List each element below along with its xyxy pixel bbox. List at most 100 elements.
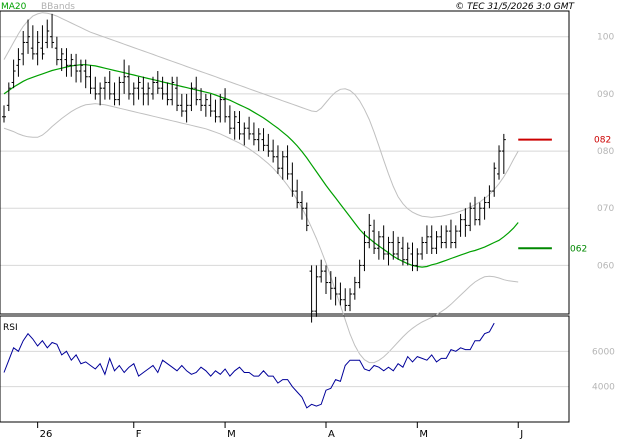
price-bar <box>256 128 261 152</box>
price-bar <box>189 82 194 112</box>
price-bar <box>314 265 319 317</box>
price-bar <box>59 48 64 72</box>
price-bar <box>112 82 117 106</box>
price-bar <box>338 282 343 306</box>
price-bar <box>21 31 26 66</box>
price-bar <box>444 225 449 249</box>
price-bar <box>179 93 184 117</box>
price-bar <box>280 151 285 180</box>
price-bar <box>458 213 463 237</box>
price-bar <box>472 196 477 226</box>
price-bar <box>50 13 55 49</box>
support-level-label: 062 <box>570 244 587 254</box>
price-bars <box>2 13 506 323</box>
price-bar <box>381 225 386 260</box>
price-bar <box>343 288 348 312</box>
price-bar <box>415 248 420 272</box>
price-bar <box>141 76 146 106</box>
price-bar <box>348 288 353 312</box>
price-bar <box>309 265 314 323</box>
price-bar <box>420 236 425 260</box>
price-bar <box>54 36 59 66</box>
bband-lower-line <box>3 103 519 364</box>
price-bar <box>453 225 458 249</box>
bband-upper-line <box>3 12 519 218</box>
bollinger-bands <box>3 12 519 364</box>
price-y-tick-label: 090 <box>597 90 614 100</box>
rsi-y-tick-label: 6000 <box>592 347 615 357</box>
price-bar <box>275 145 280 174</box>
price-bar <box>160 76 165 100</box>
x-tick-label: M <box>227 429 236 440</box>
price-bar <box>107 71 112 100</box>
price-bar <box>362 231 367 272</box>
rsi-series-line <box>3 322 495 409</box>
price-bar <box>295 179 300 209</box>
price-bar <box>391 231 396 260</box>
price-bar <box>328 271 333 300</box>
price-bar <box>227 105 232 134</box>
price-bar <box>69 53 74 77</box>
price-bar <box>131 82 136 106</box>
price-bar <box>93 76 98 100</box>
price-bar <box>74 53 79 83</box>
price-bar <box>2 105 6 123</box>
price-bar <box>126 65 131 100</box>
price-bar <box>83 59 88 89</box>
price-bar <box>213 99 218 123</box>
price-bar <box>40 25 45 60</box>
price-bar <box>155 71 160 94</box>
price-bar <box>122 59 127 94</box>
price-bar <box>357 259 362 289</box>
price-bar <box>98 82 103 106</box>
price-bar <box>136 76 141 100</box>
moving-average <box>3 64 519 268</box>
price-bar <box>11 59 16 89</box>
price-bar <box>170 76 175 106</box>
legend: MA20 BBands <box>1 2 75 12</box>
resistance-level-label: 082 <box>594 136 611 146</box>
price-bar <box>333 276 338 306</box>
price-bar <box>64 48 69 77</box>
x-tick-label: 26 <box>40 429 53 440</box>
price-bar <box>6 82 11 112</box>
price-bar <box>232 111 237 140</box>
price-bar <box>35 31 40 66</box>
price-bar <box>88 65 93 94</box>
price-y-tick-label: 060 <box>597 261 614 271</box>
price-bar <box>396 236 401 260</box>
price-bar <box>487 185 492 209</box>
price-bar <box>203 93 208 117</box>
copyright-notice: © TEC 31/5/2026 3:0 GMT <box>455 2 575 12</box>
price-bar <box>477 202 482 226</box>
price-bar <box>78 59 83 83</box>
x-axis: 26 F M A M J <box>37 422 523 440</box>
price-bar <box>26 19 31 54</box>
price-y-tick-label: 080 <box>597 147 614 157</box>
legend-bbands: BBands <box>41 2 75 12</box>
rsi-gridlines <box>0 350 569 388</box>
price-bar <box>30 25 35 60</box>
price-bar <box>237 111 242 140</box>
price-y-tick-label: 070 <box>597 204 614 214</box>
price-bar <box>175 76 180 112</box>
price-bar <box>386 236 391 266</box>
price-bar <box>468 202 473 232</box>
x-tick-label: A <box>328 429 335 440</box>
price-bar <box>184 93 189 123</box>
rsi-y-tick-label: 4000 <box>592 383 615 393</box>
price-bar <box>400 236 405 266</box>
price-bar <box>194 76 199 106</box>
price-bar <box>199 88 204 112</box>
price-bar <box>376 231 381 260</box>
price-bar <box>271 139 276 163</box>
rsi-y-axis: 4000 6000 <box>592 347 615 392</box>
price-bar <box>290 162 295 197</box>
price-bar <box>434 231 439 254</box>
price-bar <box>497 145 502 180</box>
price-bar <box>242 122 247 146</box>
price-bar <box>367 213 372 249</box>
price-bar <box>492 162 497 197</box>
price-bar <box>304 202 309 232</box>
